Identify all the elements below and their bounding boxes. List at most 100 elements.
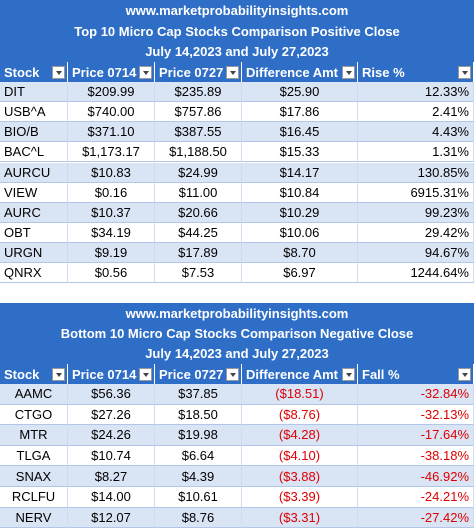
table-cell: ($8.76) xyxy=(242,404,358,426)
table-cell: $6.64 xyxy=(155,445,242,467)
table-cell: -46.92% xyxy=(358,466,474,487)
table-cell: USB^A xyxy=(0,102,68,123)
table-cell: $209.99 xyxy=(68,82,155,103)
column-header: Fall % xyxy=(358,364,474,384)
table-cell: $37.85 xyxy=(155,384,242,405)
table-cell: 4.43% xyxy=(358,122,474,143)
table-cell: $0.56 xyxy=(68,263,155,284)
table-cell: $27.26 xyxy=(68,404,155,426)
table-cell: $17.86 xyxy=(242,102,358,123)
filter-button[interactable] xyxy=(52,367,65,381)
table-cell: $7.53 xyxy=(155,263,242,284)
column-header: Difference Amt xyxy=(242,364,358,384)
table-cell: -27.42% xyxy=(358,507,474,529)
table-cell: $18.50 xyxy=(155,404,242,426)
table-cell: $10.29 xyxy=(242,202,358,223)
table-cell: $10.74 xyxy=(68,445,155,467)
table-cell: $1,188.50 xyxy=(155,142,242,163)
table-cell: $4.39 xyxy=(155,466,242,487)
table-cell: 99.23% xyxy=(358,202,474,223)
filter-button[interactable] xyxy=(458,367,471,381)
table-cell: $8.27 xyxy=(68,466,155,487)
table-cell: $10.84 xyxy=(242,182,358,203)
table-cell: $56.36 xyxy=(68,384,155,405)
table-cell: ($3.31) xyxy=(242,507,358,529)
table-cell: 94.67% xyxy=(358,242,474,263)
table-cell: 1244.64% xyxy=(358,263,474,284)
table-cell: BAC^L xyxy=(0,142,68,163)
table-cell: $235.89 xyxy=(155,82,242,103)
filter-button[interactable] xyxy=(139,367,152,381)
table-cell: $6.97 xyxy=(242,263,358,284)
table-cell: ($18.51) xyxy=(242,384,358,405)
table-cell: $20.66 xyxy=(155,202,242,223)
table-cell: -24.21% xyxy=(358,487,474,508)
filter-button[interactable] xyxy=(458,65,471,79)
table-cell: AURC xyxy=(0,202,68,223)
title-band: July 14,2023 and July 27,2023 xyxy=(0,343,474,364)
column-header: Price 0727 xyxy=(155,364,242,384)
column-header: Difference Amt xyxy=(242,62,358,83)
table-cell: QNRX xyxy=(0,263,68,284)
table-cell: $740.00 xyxy=(68,102,155,123)
table-cell: ($3.88) xyxy=(242,466,358,487)
filter-button[interactable] xyxy=(226,65,239,79)
table-cell: $10.83 xyxy=(68,162,155,183)
column-header: Stock xyxy=(0,62,68,83)
table-cell: $10.37 xyxy=(68,202,155,223)
table-cell: SNAX xyxy=(0,466,68,487)
table-cell: OBT xyxy=(0,222,68,243)
table-cell: $44.25 xyxy=(155,222,242,243)
column-header: Price 0714 xyxy=(68,364,155,384)
table-cell: BIO/B xyxy=(0,122,68,143)
table-cell: 130.85% xyxy=(358,162,474,183)
table-cell: $10.06 xyxy=(242,222,358,243)
table-cell: DIT xyxy=(0,82,68,103)
column-header: Rise % xyxy=(358,62,474,83)
table-cell: AAMC xyxy=(0,384,68,405)
table-cell: $10.61 xyxy=(155,487,242,508)
table-cell: MTR xyxy=(0,425,68,446)
column-header: Price 0714 xyxy=(68,62,155,83)
title-band: www.marketprobabilityinsights.com xyxy=(0,0,474,21)
table-cell: URGN xyxy=(0,242,68,263)
table-cell: -17.64% xyxy=(358,425,474,446)
table-cell: $25.90 xyxy=(242,82,358,103)
filter-button[interactable] xyxy=(139,65,152,79)
table-cell: $24.26 xyxy=(68,425,155,446)
table-cell: 2.41% xyxy=(358,102,474,123)
table-cell: $1,173.17 xyxy=(68,142,155,163)
table-cell: 6915.31% xyxy=(358,182,474,203)
table-cell: $19.98 xyxy=(155,425,242,446)
table-cell: ($4.28) xyxy=(242,425,358,446)
table-cell: TLGA xyxy=(0,445,68,467)
filter-button[interactable] xyxy=(226,367,239,381)
table-cell: CTGO xyxy=(0,404,68,426)
table-cell: $17.89 xyxy=(155,242,242,263)
table-cell: $387.55 xyxy=(155,122,242,143)
filter-button[interactable] xyxy=(342,65,355,79)
table-cell: $34.19 xyxy=(68,222,155,243)
table-cell: $15.33 xyxy=(242,142,358,163)
table-cell: $371.10 xyxy=(68,122,155,143)
column-header: Stock xyxy=(0,364,68,384)
table-cell: $24.99 xyxy=(155,162,242,183)
table-cell: $14.17 xyxy=(242,162,358,183)
table-cell: ($4.10) xyxy=(242,445,358,467)
filter-button[interactable] xyxy=(342,367,355,381)
table-cell: -38.18% xyxy=(358,445,474,467)
table-cell: $12.07 xyxy=(68,507,155,529)
table-cell: $8.76 xyxy=(155,507,242,529)
title-band: Bottom 10 Micro Cap Stocks Comparison Ne… xyxy=(0,323,474,344)
column-header: Price 0727 xyxy=(155,62,242,83)
title-band: www.marketprobabilityinsights.com xyxy=(0,303,474,324)
table-cell: $0.16 xyxy=(68,182,155,203)
table-cell: VIEW xyxy=(0,182,68,203)
filter-button[interactable] xyxy=(52,65,65,79)
title-band: July 14,2023 and July 27,2023 xyxy=(0,41,474,63)
table-cell: 1.31% xyxy=(358,142,474,163)
table-cell: $757.86 xyxy=(155,102,242,123)
table-cell: AURCU xyxy=(0,162,68,183)
table-cell: 12.33% xyxy=(358,82,474,103)
